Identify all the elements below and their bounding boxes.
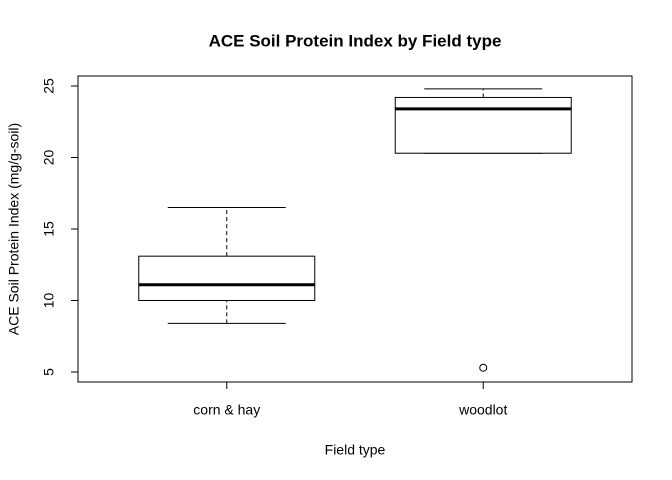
box xyxy=(138,255,316,301)
y-tick-label: 5 xyxy=(41,368,57,376)
y-tick-label: 15 xyxy=(41,221,57,237)
x-tick-label: woodlot xyxy=(458,402,507,418)
chart-title: ACE Soil Protein Index by Field type xyxy=(209,31,502,50)
y-tick-label: 20 xyxy=(41,150,57,166)
y-tick-label: 25 xyxy=(41,78,57,94)
x-axis-label: Field type xyxy=(325,442,386,458)
box xyxy=(394,96,572,154)
y-axis-label: ACE Soil Protein Index (mg/g-soil) xyxy=(6,123,22,335)
y-tick-label: 10 xyxy=(41,292,57,308)
x-tick-label: corn & hay xyxy=(193,402,260,418)
outlier xyxy=(479,363,488,372)
